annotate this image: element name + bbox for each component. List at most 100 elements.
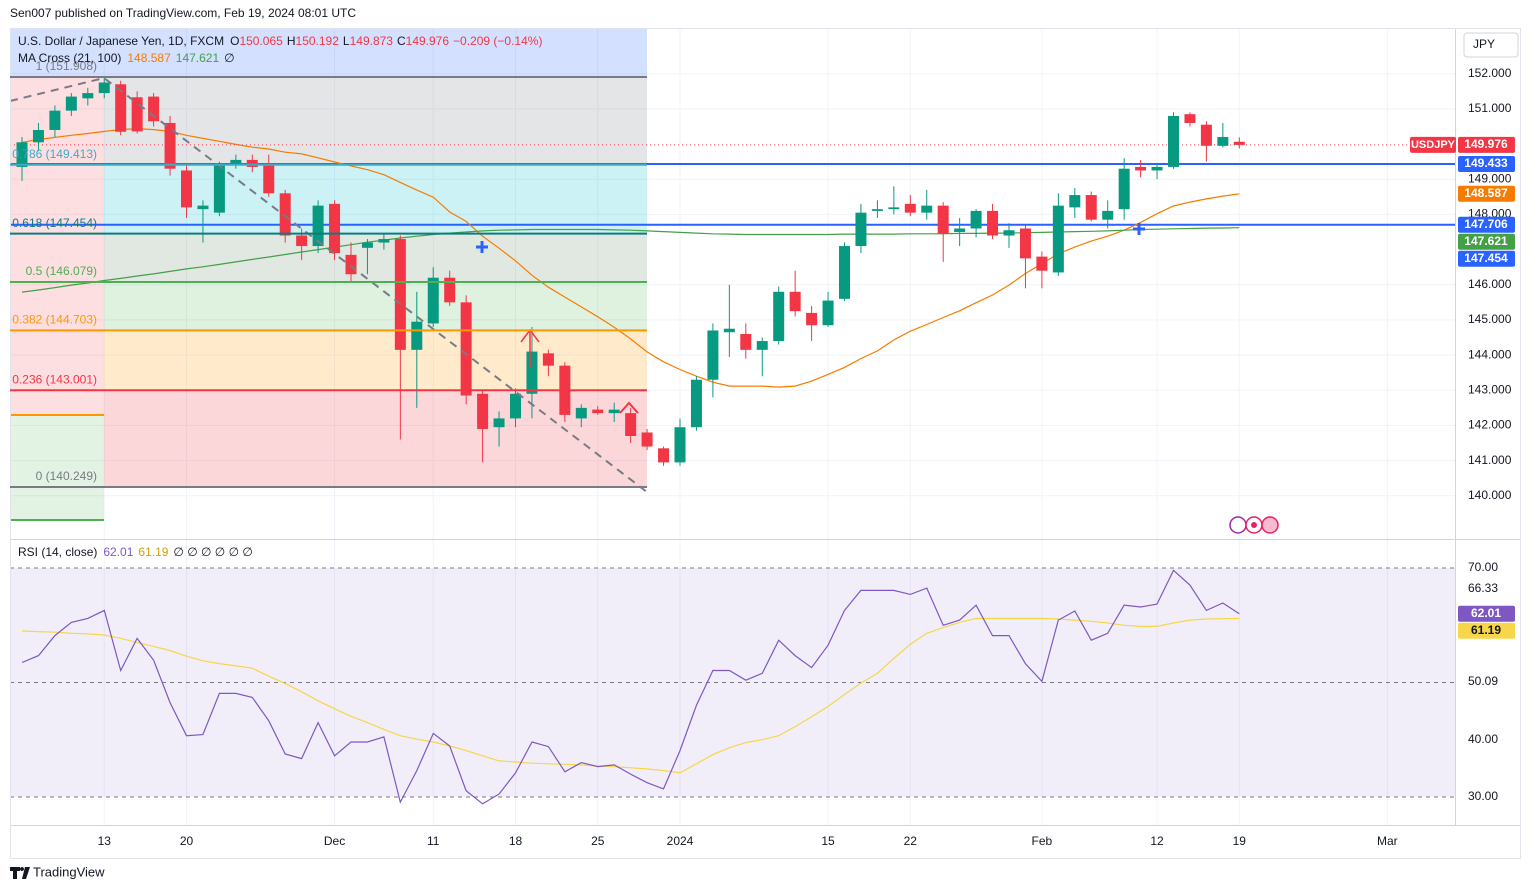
currency[interactable]: JPY bbox=[1473, 37, 1495, 51]
candle-body bbox=[361, 242, 373, 248]
fib-label: 0.382 (144.703) bbox=[12, 313, 97, 327]
event-icon bbox=[1251, 522, 1257, 528]
ohlc-value: 150.065 bbox=[239, 34, 283, 48]
x-tick-label: 2024 bbox=[667, 834, 694, 848]
candle-body bbox=[230, 159, 242, 164]
candle-body bbox=[592, 409, 604, 414]
price-tag-label: 61.19 bbox=[1471, 623, 1501, 637]
price-tag bbox=[1458, 622, 1515, 639]
candle-body bbox=[526, 351, 538, 394]
arrow-marker bbox=[619, 401, 639, 414]
candle-body bbox=[1052, 205, 1064, 273]
symbol-tag bbox=[1410, 136, 1456, 153]
candle-body bbox=[904, 203, 916, 213]
indicator-value: 62.01 bbox=[103, 545, 133, 559]
candle-body bbox=[921, 205, 933, 213]
x-tick-label: Dec bbox=[324, 834, 345, 848]
candle-body bbox=[1118, 168, 1130, 210]
ohlc-value: 149.976 bbox=[406, 34, 450, 48]
candle-body bbox=[641, 432, 653, 447]
candle-body bbox=[1019, 228, 1031, 259]
candle-body bbox=[608, 409, 620, 414]
fib-label: 1 (151.908) bbox=[36, 59, 97, 73]
publisher: Sen007 published on TradingView.com, Feb… bbox=[10, 6, 356, 20]
candle-body bbox=[1085, 195, 1097, 220]
candle-body bbox=[427, 277, 439, 324]
ohlc-key: L bbox=[343, 34, 350, 48]
candle-body bbox=[690, 379, 702, 428]
event-icon bbox=[1229, 516, 1247, 534]
y-tick-label: 152.000 bbox=[1468, 66, 1512, 80]
candle-body bbox=[839, 246, 850, 299]
x-tick-label: 13 bbox=[98, 834, 112, 848]
candle-body bbox=[1168, 115, 1179, 167]
indicator-value: 147.621 bbox=[176, 51, 220, 65]
event-icon bbox=[1261, 516, 1279, 534]
candle-body bbox=[789, 291, 801, 312]
candle-body bbox=[164, 122, 176, 169]
frame bbox=[10, 28, 1521, 859]
candle-body bbox=[213, 163, 225, 213]
range-overlay bbox=[10, 28, 647, 78]
candle-body bbox=[98, 82, 110, 94]
fib-label: 0.618 (147.454) bbox=[12, 216, 97, 230]
price-tag-label: 147.454 bbox=[1464, 251, 1508, 265]
candle-body bbox=[510, 393, 521, 419]
price-tag bbox=[1458, 185, 1515, 202]
y-tick-label: 144.000 bbox=[1468, 347, 1512, 361]
candle-body bbox=[954, 228, 966, 232]
x-tick-label: Feb bbox=[1032, 834, 1053, 848]
fib-label: 0.236 (143.001) bbox=[12, 372, 97, 386]
brand-logo bbox=[10, 867, 30, 879]
candle-body bbox=[1036, 256, 1048, 271]
x-tick-label: 12 bbox=[1150, 834, 1164, 848]
x-tick-label: Mar bbox=[1377, 834, 1398, 848]
candle-body bbox=[378, 239, 390, 243]
fib-zone bbox=[104, 281, 647, 331]
position-zone bbox=[10, 415, 104, 520]
rsi-line bbox=[21, 569, 1240, 805]
symbol-tag-label: USDJPY bbox=[1411, 139, 1456, 151]
fib-zone bbox=[104, 330, 647, 391]
candle-body bbox=[1003, 230, 1015, 236]
candle-body bbox=[1135, 166, 1147, 171]
ohlc-value: 150.192 bbox=[296, 34, 340, 48]
x-tick-label: 15 bbox=[821, 834, 835, 848]
price-tag bbox=[1458, 136, 1515, 153]
candle-body bbox=[345, 254, 357, 275]
candle-body bbox=[279, 193, 291, 236]
price-tag-label: 149.433 bbox=[1464, 156, 1508, 170]
candle-body bbox=[394, 239, 406, 350]
candle-body bbox=[1200, 124, 1212, 146]
rsi-tick-label: 66.33 bbox=[1468, 581, 1498, 595]
candle-body bbox=[16, 142, 28, 167]
y-tick-label: 146.000 bbox=[1468, 277, 1512, 291]
candle-body bbox=[542, 353, 554, 366]
candle-body bbox=[65, 96, 77, 111]
candle-body bbox=[131, 97, 143, 132]
price-tag bbox=[1458, 233, 1515, 250]
candle-body bbox=[444, 277, 456, 303]
price-tag bbox=[1458, 605, 1515, 622]
candle-body bbox=[723, 328, 735, 333]
y-tick-label: 149.000 bbox=[1468, 171, 1512, 185]
candle-body bbox=[493, 418, 505, 428]
candle-body bbox=[312, 205, 324, 247]
x-tick-label: 11 bbox=[427, 834, 440, 848]
candle-body bbox=[871, 209, 883, 211]
candle-body bbox=[329, 203, 341, 254]
x-tick-label: 25 bbox=[591, 834, 605, 848]
y-tick-label: 141.000 bbox=[1468, 453, 1512, 467]
currency-button[interactable] bbox=[1463, 32, 1519, 58]
candle-body bbox=[888, 207, 900, 210]
candle-body bbox=[855, 212, 867, 247]
rsi-tick-label: 30.00 bbox=[1468, 789, 1498, 803]
y-tick-label: 145.000 bbox=[1468, 312, 1512, 326]
candle-body bbox=[411, 321, 423, 350]
rsi-line bbox=[21, 617, 1240, 774]
candle-body bbox=[1102, 210, 1114, 220]
ohlc-key: O bbox=[230, 34, 239, 48]
rsi-tick-label: 40.00 bbox=[1468, 732, 1498, 746]
candle-body bbox=[148, 96, 160, 122]
